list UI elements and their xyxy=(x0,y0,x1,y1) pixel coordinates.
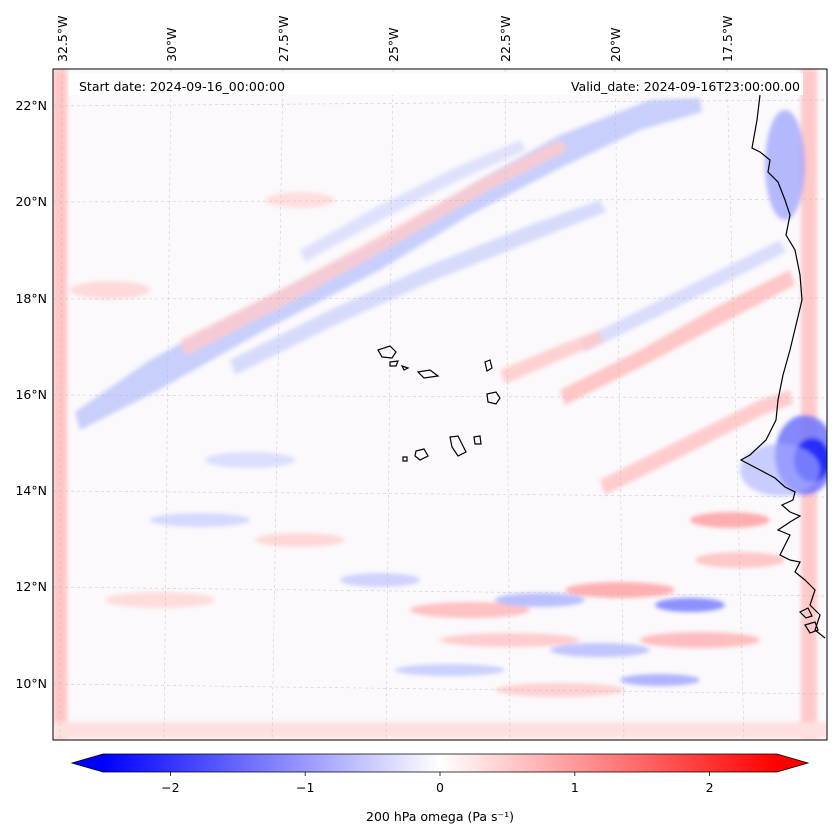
negative-band-4 xyxy=(580,240,786,352)
omega-field xyxy=(53,69,827,740)
positive-patch-cv xyxy=(500,330,604,384)
colorbar-tick-label: −2 xyxy=(161,780,179,795)
start-date-label: Start date: 2024-09-16_00:00:00 xyxy=(79,79,285,94)
cape-verde-sao-vicente xyxy=(389,360,399,367)
cape-verde-santo-antao xyxy=(377,345,397,359)
cape-verde-santiago xyxy=(449,435,467,457)
lon-label-20w: 20°W xyxy=(608,27,623,62)
lon-label-30w: 30°W xyxy=(164,27,179,62)
longitude-labels: 32.5°W 30°W 27.5°W 25°W 22.5°W 20°W 17.5… xyxy=(55,16,735,62)
positive-band-3 xyxy=(600,390,793,495)
colorbar-outline xyxy=(70,753,810,773)
valid-date-label: Valid_date: 2024-09-16T23:00:00.00 xyxy=(571,79,800,94)
northern-coastal-negative xyxy=(765,110,805,220)
cape-verde-sal xyxy=(484,359,493,372)
africa-coastline xyxy=(739,94,826,639)
gridlines xyxy=(53,69,827,740)
lon-label-17-5w: 17.5°W xyxy=(720,16,735,62)
left-boundary-band xyxy=(53,69,67,740)
negative-band-3 xyxy=(300,140,526,262)
colorbar-extend-min xyxy=(72,754,103,772)
colorbar-tick-label: −1 xyxy=(296,780,314,795)
bijagos-islands xyxy=(798,607,819,634)
lat-label-10n: 10°N xyxy=(15,676,47,691)
bottom-boundary-band xyxy=(53,722,827,738)
coastal-negative-halo xyxy=(740,444,820,496)
lat-label-18n: 18°N xyxy=(15,291,47,306)
lon-label-25w: 25°W xyxy=(386,27,401,62)
colorbar-label: 200 hPa omega (Pa s⁻¹) xyxy=(366,809,514,824)
right-boundary-band xyxy=(801,69,817,740)
cape-verde-santa-luzia xyxy=(400,364,410,371)
lat-label-12n: 12°N xyxy=(15,579,47,594)
negative-band-1 xyxy=(75,98,702,430)
coastlines xyxy=(377,94,826,639)
map-frame xyxy=(52,68,828,741)
colorbar-ticks: −2 −1 0 1 2 xyxy=(161,772,714,795)
lon-label-27-5w: 27.5°W xyxy=(276,16,291,62)
colorbar-gradient xyxy=(103,754,777,772)
lon-label-32-5w: 32.5°W xyxy=(55,16,70,62)
southern-wave-patterns xyxy=(70,192,785,697)
cape-verde-brava xyxy=(402,456,408,462)
cape-verde-boa-vista xyxy=(486,391,501,405)
colorbar: −2 −1 0 1 2 200 hPa omega (Pa s⁻¹) xyxy=(70,753,810,824)
positive-band-2 xyxy=(560,270,795,405)
colorbar-extend-max xyxy=(777,754,808,772)
lat-label-20n: 20°N xyxy=(15,194,47,209)
lat-label-14n: 14°N xyxy=(15,483,47,498)
cape-verde-sao-nicolau xyxy=(416,369,440,379)
cape-verde-maio xyxy=(473,435,482,445)
lat-label-22n: 22°N xyxy=(15,98,47,113)
negative-band-2 xyxy=(230,200,606,375)
positive-band-1 xyxy=(180,140,568,356)
colorbar-tick-label: 0 xyxy=(436,780,444,795)
map-panel: Start date: 2024-09-16_00:00:00 Valid_da… xyxy=(53,69,827,740)
latitude-labels: 22°N 20°N 18°N 16°N 14°N 12°N 10°N xyxy=(15,98,47,691)
lat-label-16n: 16°N xyxy=(15,387,47,402)
cape-verde-fogo xyxy=(414,448,429,461)
colorbar-tick-label: 2 xyxy=(706,780,714,795)
lon-label-22-5w: 22.5°W xyxy=(498,16,513,62)
header-box xyxy=(69,73,803,95)
colorbar-tick-label: 1 xyxy=(571,780,579,795)
